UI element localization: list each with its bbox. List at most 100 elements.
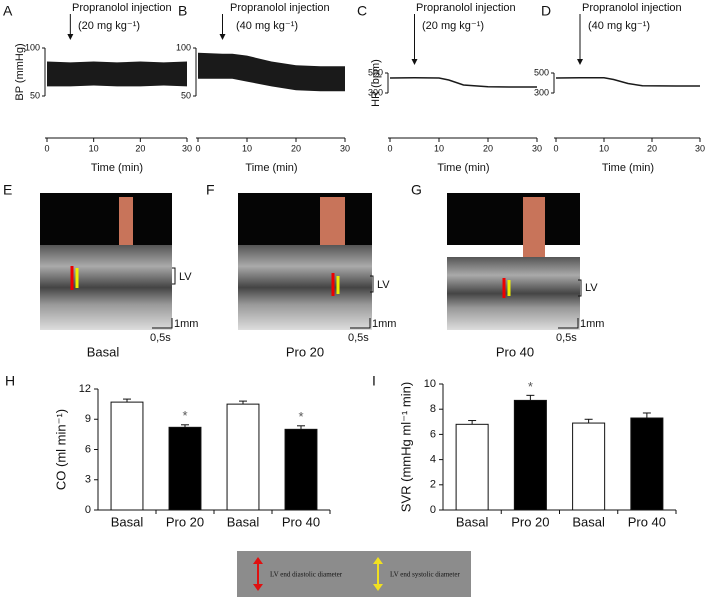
x-tick-label: 30 xyxy=(182,143,192,153)
annotation: (40 mg kg⁻¹) xyxy=(588,20,650,32)
annotation: Propranolol injection xyxy=(230,2,330,14)
lv-label: LV xyxy=(179,271,192,283)
y-tick-label: 4 xyxy=(430,454,436,466)
legend-label: LV end systolic diameter xyxy=(390,571,460,579)
panel-letter: A xyxy=(3,3,13,19)
y-tick-label: 12 xyxy=(79,383,91,395)
x-tick-label: Basal xyxy=(111,514,144,529)
echo-image xyxy=(238,193,372,330)
annotation: Propranolol injection xyxy=(416,2,516,14)
echo-caption: Pro 20 xyxy=(286,344,324,359)
annotation: Propranolol injection xyxy=(582,2,682,14)
x-axis-title: Time (min) xyxy=(602,162,654,174)
annotation: (40 mg kg⁻¹) xyxy=(236,20,298,32)
y-axis-title: BP (mmHg) xyxy=(14,43,26,100)
x-tick-label: Basal xyxy=(227,514,260,529)
injection-arrow-head xyxy=(411,59,418,65)
x-axis-title: Time (min) xyxy=(91,162,143,174)
echo-caption: Pro 40 xyxy=(496,344,534,359)
legend-arrow xyxy=(253,557,383,591)
panel-letter: H xyxy=(5,373,15,389)
x-tick-label: 20 xyxy=(291,143,301,153)
trace-band xyxy=(47,61,187,87)
annotation: Propranolol injection xyxy=(72,2,172,14)
bar xyxy=(630,417,664,511)
bar xyxy=(110,401,144,511)
bar xyxy=(572,422,606,511)
bar xyxy=(455,423,489,511)
y-tick-label: 100 xyxy=(25,42,40,52)
y-tick-label: 10 xyxy=(424,378,436,390)
panel-letter: I xyxy=(372,373,376,389)
x-tick-label: Pro 40 xyxy=(628,514,666,529)
y-tick-label: 2 xyxy=(430,479,436,491)
echo-image xyxy=(447,193,580,330)
x-tick-label: 10 xyxy=(599,143,609,153)
y-tick-label: 500 xyxy=(534,67,549,77)
scale-label: 0,5s xyxy=(348,332,369,344)
trace-line xyxy=(555,77,700,87)
y-tick-label: 6 xyxy=(430,428,436,440)
y-tick-label: 0 xyxy=(85,504,91,516)
x-tick-label: Pro 20 xyxy=(511,514,549,529)
scale-label: 1mm xyxy=(372,318,396,330)
x-tick-label: 20 xyxy=(647,143,657,153)
x-tick-label: Pro 20 xyxy=(166,514,204,529)
x-tick-label: Basal xyxy=(456,514,489,529)
legend-label: LV end diastolic diameter xyxy=(270,571,343,579)
lv-label: LV xyxy=(377,279,390,291)
scale-label: 1mm xyxy=(174,318,198,330)
echo-caption: Basal xyxy=(87,344,120,359)
scale-label: 1mm xyxy=(580,318,604,330)
x-axis-title: Time (min) xyxy=(245,162,297,174)
injection-arrow-head xyxy=(219,34,226,40)
x-tick-label: 30 xyxy=(695,143,705,153)
x-tick-label: 30 xyxy=(340,143,350,153)
bar xyxy=(284,428,318,511)
x-tick-label: 10 xyxy=(242,143,252,153)
bar xyxy=(226,403,260,511)
y-tick-label: 50 xyxy=(181,90,191,100)
y-axis-title: CO (ml min⁻¹) xyxy=(53,409,68,490)
scale-label: 0,5s xyxy=(150,332,171,344)
x-tick-label: 0 xyxy=(195,143,200,153)
x-tick-label: 0 xyxy=(553,143,558,153)
trace-band xyxy=(198,52,345,92)
x-tick-label: 20 xyxy=(135,143,145,153)
x-tick-label: 10 xyxy=(89,143,99,153)
y-axis-title: HR (bpm) xyxy=(370,59,382,107)
x-tick-label: Pro 40 xyxy=(282,514,320,529)
y-tick-label: 6 xyxy=(85,443,91,455)
panel-letter: C xyxy=(357,3,367,19)
x-tick-label: 20 xyxy=(483,143,493,153)
trace-line xyxy=(389,77,537,88)
panel-letter: D xyxy=(541,3,551,19)
x-tick-label: 30 xyxy=(532,143,542,153)
annotation: (20 mg kg⁻¹) xyxy=(422,20,484,32)
panel-letter: F xyxy=(206,182,215,198)
annotation: (20 mg kg⁻¹) xyxy=(78,20,140,32)
significance-mark: * xyxy=(298,409,303,424)
y-tick-label: 9 xyxy=(85,413,91,425)
panel-letter: B xyxy=(178,3,187,19)
injection-arrow-head xyxy=(67,34,74,40)
y-tick-label: 100 xyxy=(176,42,191,52)
panel-letter: G xyxy=(411,182,422,198)
scale-label: 0,5s xyxy=(556,332,577,344)
panel-letter: E xyxy=(3,182,12,198)
echo-image xyxy=(40,193,172,330)
bar xyxy=(513,399,547,511)
y-tick-label: 3 xyxy=(85,474,91,486)
y-axis-title: SVR (mmHg ml⁻¹ min) xyxy=(398,382,413,512)
injection-arrow-head xyxy=(577,59,583,65)
y-tick-label: 300 xyxy=(368,87,383,97)
significance-mark: * xyxy=(528,379,533,394)
x-tick-label: 0 xyxy=(44,143,49,153)
y-tick-label: 500 xyxy=(368,67,383,77)
lv-label: LV xyxy=(585,282,598,294)
y-tick-label: 50 xyxy=(30,90,40,100)
y-tick-label: 8 xyxy=(430,403,436,415)
y-tick-label: 0 xyxy=(430,504,436,516)
y-tick-label: 300 xyxy=(534,87,549,97)
